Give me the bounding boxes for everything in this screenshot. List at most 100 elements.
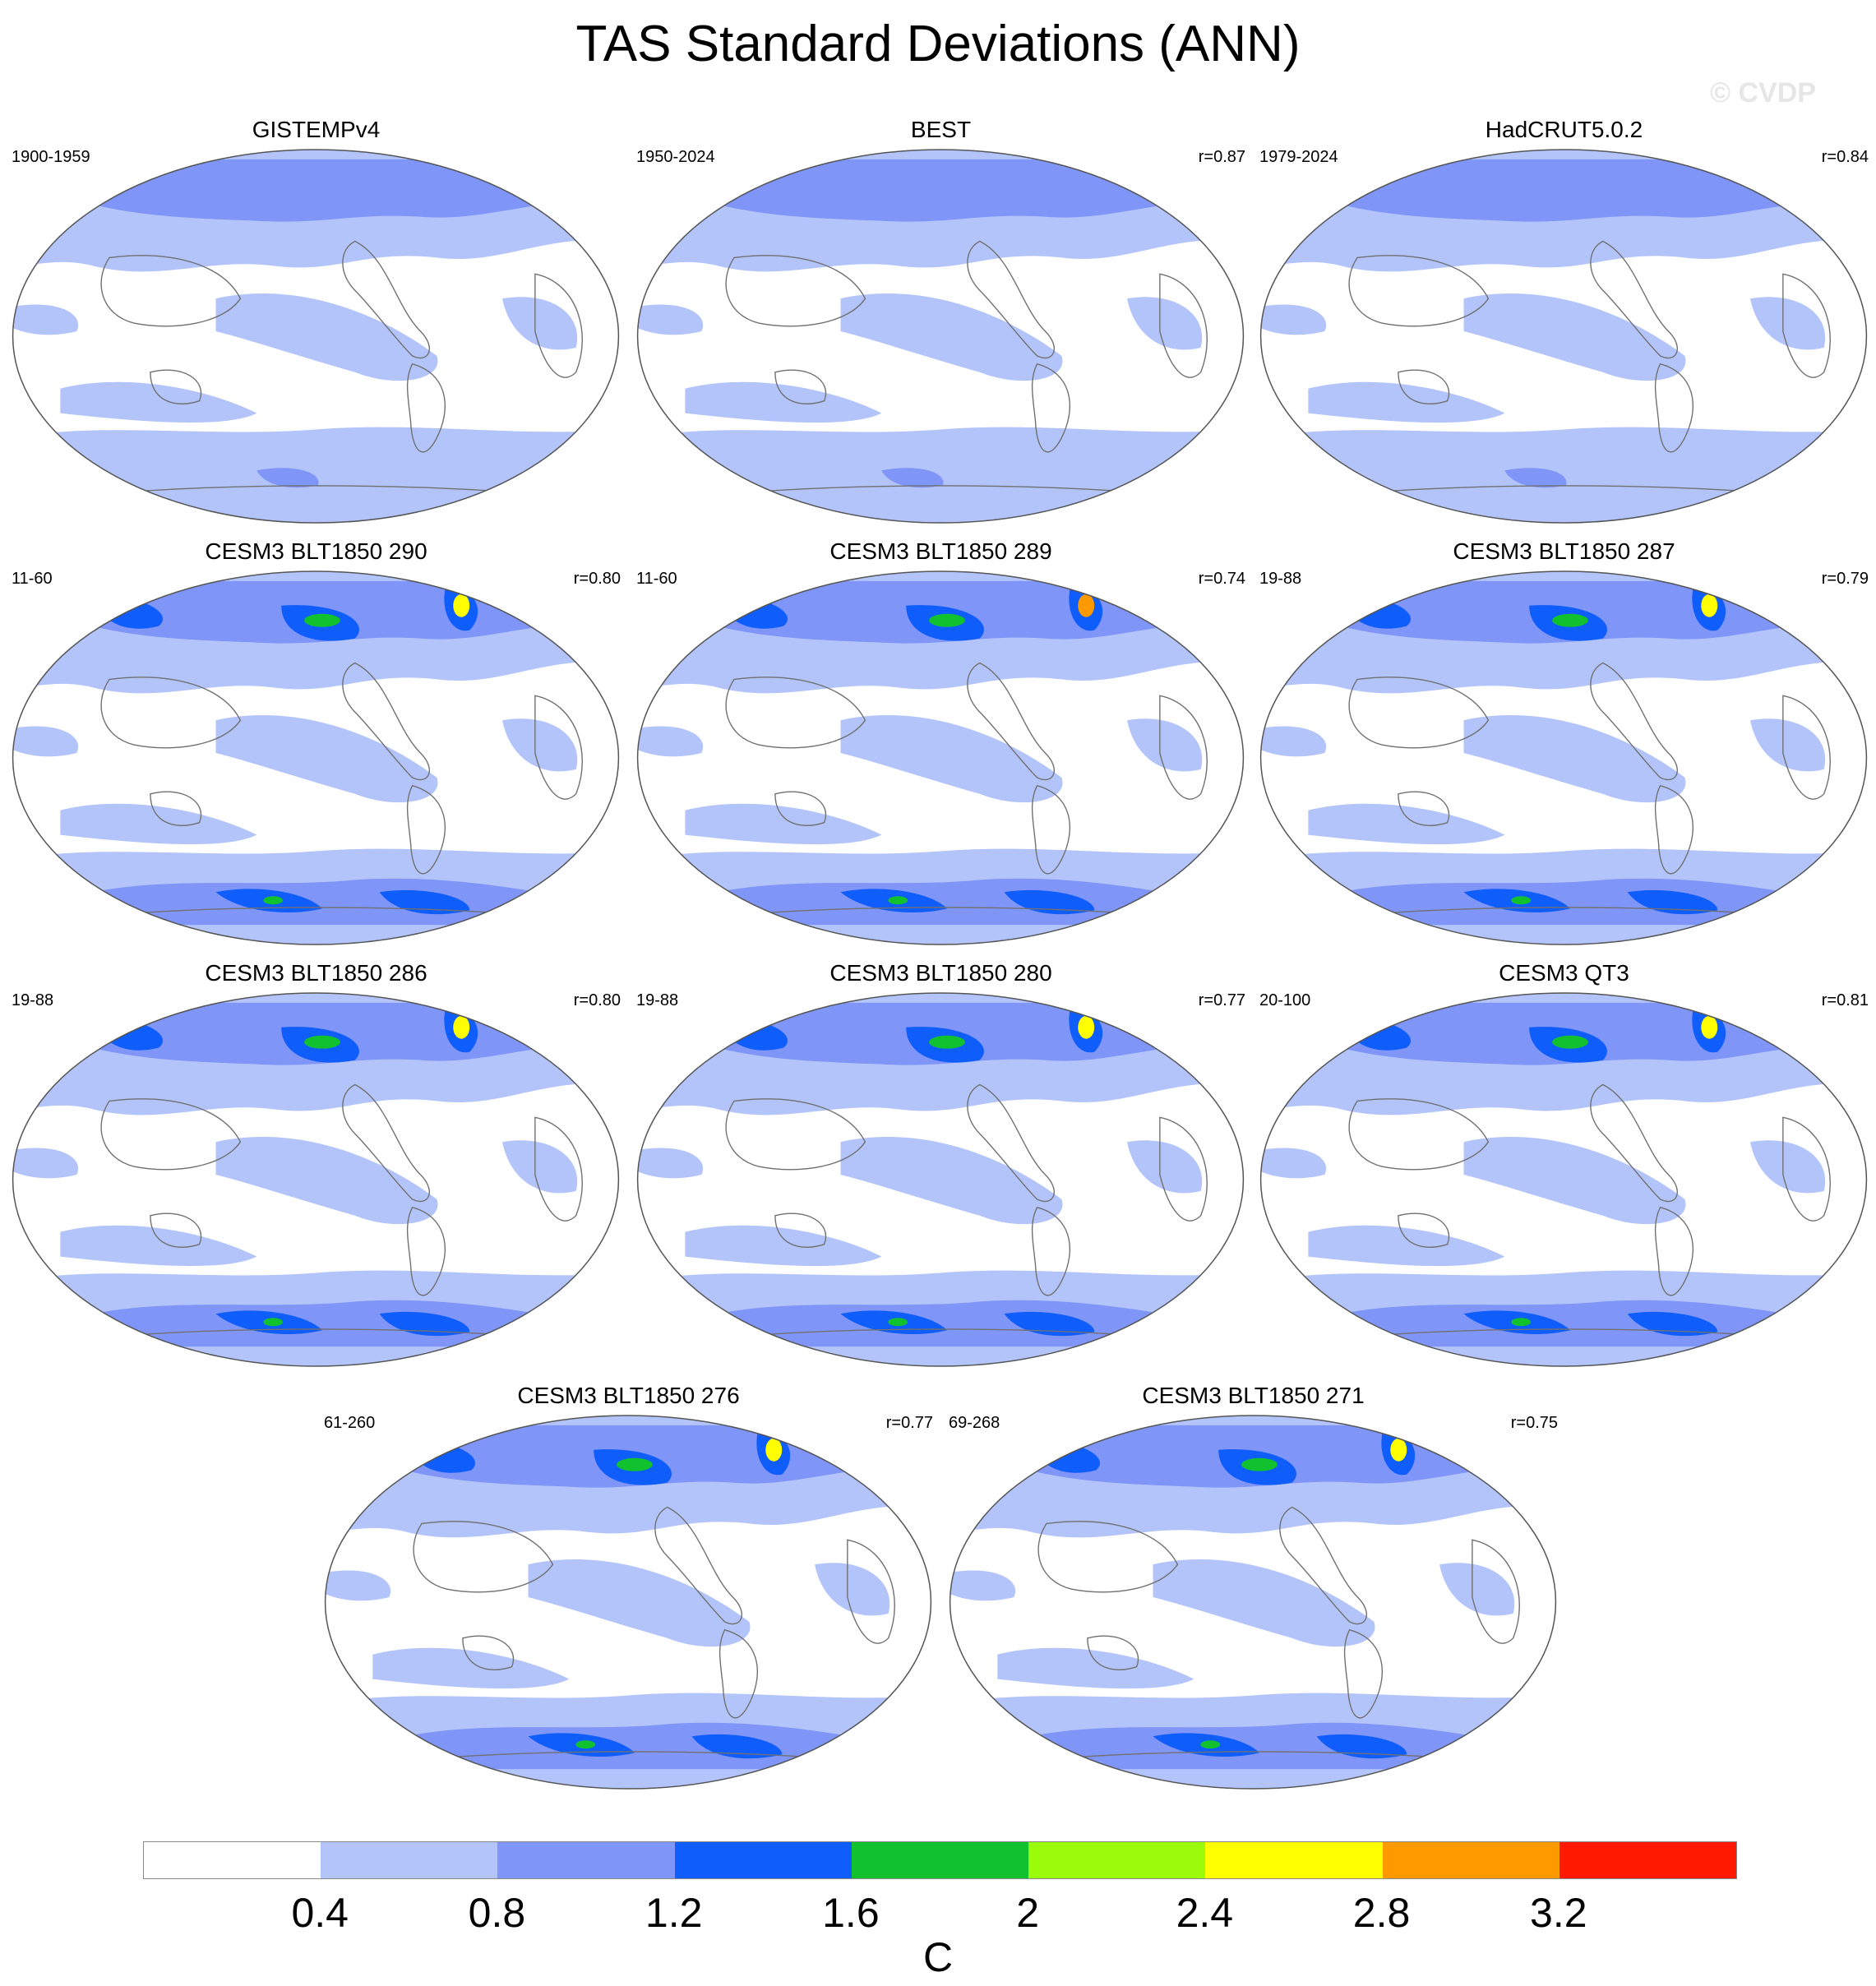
west-patch [12, 726, 78, 757]
west-patch [1260, 304, 1326, 335]
colorbar-segment [851, 1842, 1029, 1878]
labrador-peak [765, 1438, 783, 1462]
south-indian-band [60, 803, 257, 845]
asia-outline [725, 677, 866, 749]
panel-title: CESM3 BLT1850 289 [829, 538, 1052, 564]
panel-title: CESM3 BLT1850 280 [829, 960, 1052, 986]
map-plot [636, 570, 1245, 945]
colorbar-units: C [922, 1934, 954, 1980]
map-border [1259, 149, 1868, 524]
africa-outline [1159, 273, 1208, 378]
asia-outline [1348, 1098, 1490, 1171]
north-america-outline [967, 1083, 1055, 1203]
map-panel: CESM3 BLT1850 289 11-60 r=0.74 [635, 538, 1247, 949]
map-panel: GISTEMPv4 1900-1959 [10, 117, 622, 528]
north-america-outline [1279, 1506, 1367, 1625]
south-america-outline [1654, 363, 1694, 453]
north-america-outline [342, 240, 430, 359]
map-plot [324, 1415, 932, 1790]
panel-correlation: r=0.77 [1198, 991, 1245, 1009]
panel-title: CESM3 BLT1850 286 [205, 960, 427, 986]
map-panel: BEST 1950-2024 r=0.87 [635, 117, 1247, 528]
map-border [1259, 570, 1868, 945]
map-border [636, 570, 1245, 945]
africa-outline [1472, 1539, 1520, 1644]
siberia-peak [98, 1016, 122, 1028]
asia-outline [100, 255, 242, 327]
south-indian-band [372, 1647, 570, 1689]
australia-outline [1398, 1212, 1450, 1248]
obs-arctic-spot [1422, 159, 1493, 195]
map-panel: CESM3 BLT1850 276 61-260 r=0.77 [322, 1383, 935, 1794]
colorbar-tick-label: 0.4 [291, 1890, 349, 1936]
hudson-peak [304, 613, 340, 627]
panel-correlation: r=0.80 [573, 991, 621, 1009]
map-panel: CESM3 BLT1850 290 11-60 r=0.80 [10, 538, 622, 949]
labrador-peak [453, 593, 470, 617]
colorbar-segment [1028, 1842, 1206, 1878]
antarctic-mid [718, 878, 1209, 926]
antarctic-mid [405, 1722, 897, 1770]
north-america-outline [342, 662, 430, 781]
atlantic-patch [502, 1140, 578, 1194]
panel-title: HadCRUT5.0.2 [1485, 117, 1643, 142]
asia-outline [1348, 677, 1490, 749]
siberia-peak [410, 1439, 434, 1451]
pacific-tongue [1463, 1137, 1686, 1225]
panel-correlation: r=0.87 [1198, 148, 1245, 166]
map-border [12, 570, 620, 945]
south-america-outline [406, 363, 446, 453]
labrador-peak [1078, 1015, 1095, 1039]
africa-outline [1782, 1116, 1831, 1222]
map-panel: CESM3 BLT1850 286 19-88 r=0.80 [10, 960, 622, 1371]
panel-title: CESM3 BLT1850 287 [1453, 538, 1675, 564]
south-indian-band [1308, 1225, 1505, 1267]
australia-outline [150, 1212, 202, 1248]
pacific-tongue [528, 1559, 751, 1647]
panel-period: 1979-2024 [1259, 148, 1338, 166]
pacific-tongue [1153, 1559, 1375, 1647]
south-america-outline [1031, 785, 1071, 875]
pacific-tongue [215, 715, 438, 803]
west-patch [950, 1570, 1015, 1601]
asia-outline [413, 1521, 554, 1593]
south-indian-band [685, 381, 882, 423]
panel-correlation: r=0.80 [573, 570, 621, 588]
obs-arctic-spot [174, 159, 245, 195]
panel-period: 1900-1959 [12, 148, 90, 166]
australia-outline [774, 791, 827, 826]
map-plot [12, 992, 620, 1367]
figure-title: TAS Standard Deviations (ANN) [575, 16, 1301, 72]
australia-outline [774, 1212, 827, 1248]
west-patch [1260, 726, 1326, 757]
pacific-tongue [840, 293, 1063, 381]
panel-period: 19-88 [636, 991, 679, 1009]
north-america-outline [967, 240, 1055, 359]
west-patch [12, 1148, 78, 1179]
south-america-outline [406, 1207, 446, 1296]
pacific-tongue [1463, 293, 1686, 381]
map-plot [636, 149, 1245, 524]
australia-outline [150, 369, 202, 404]
africa-outline [534, 273, 583, 378]
panel-period: 19-88 [1259, 570, 1302, 588]
labrador-peak [453, 1015, 470, 1039]
north-america-outline [967, 662, 1055, 781]
antarctic-mid [718, 1300, 1209, 1347]
panel-period: 11-60 [12, 570, 53, 588]
siberia-peak [723, 1016, 746, 1028]
pacific-tongue [1463, 715, 1686, 803]
labrador-peak [1390, 1438, 1407, 1462]
north-america-outline [342, 1083, 430, 1203]
obs-antarctic-spot [256, 468, 319, 488]
panel-correlation: r=0.74 [1198, 570, 1245, 588]
asia-outline [1348, 255, 1490, 327]
map-plot [949, 1415, 1557, 1790]
map-border [324, 1415, 932, 1790]
pacific-tongue [840, 715, 1063, 803]
antarctic-peak [888, 1318, 908, 1327]
siberia-peak [98, 594, 122, 607]
panel-title: CESM3 QT3 [1499, 960, 1629, 986]
hudson-peak [929, 1035, 965, 1049]
map-border [949, 1415, 1557, 1790]
